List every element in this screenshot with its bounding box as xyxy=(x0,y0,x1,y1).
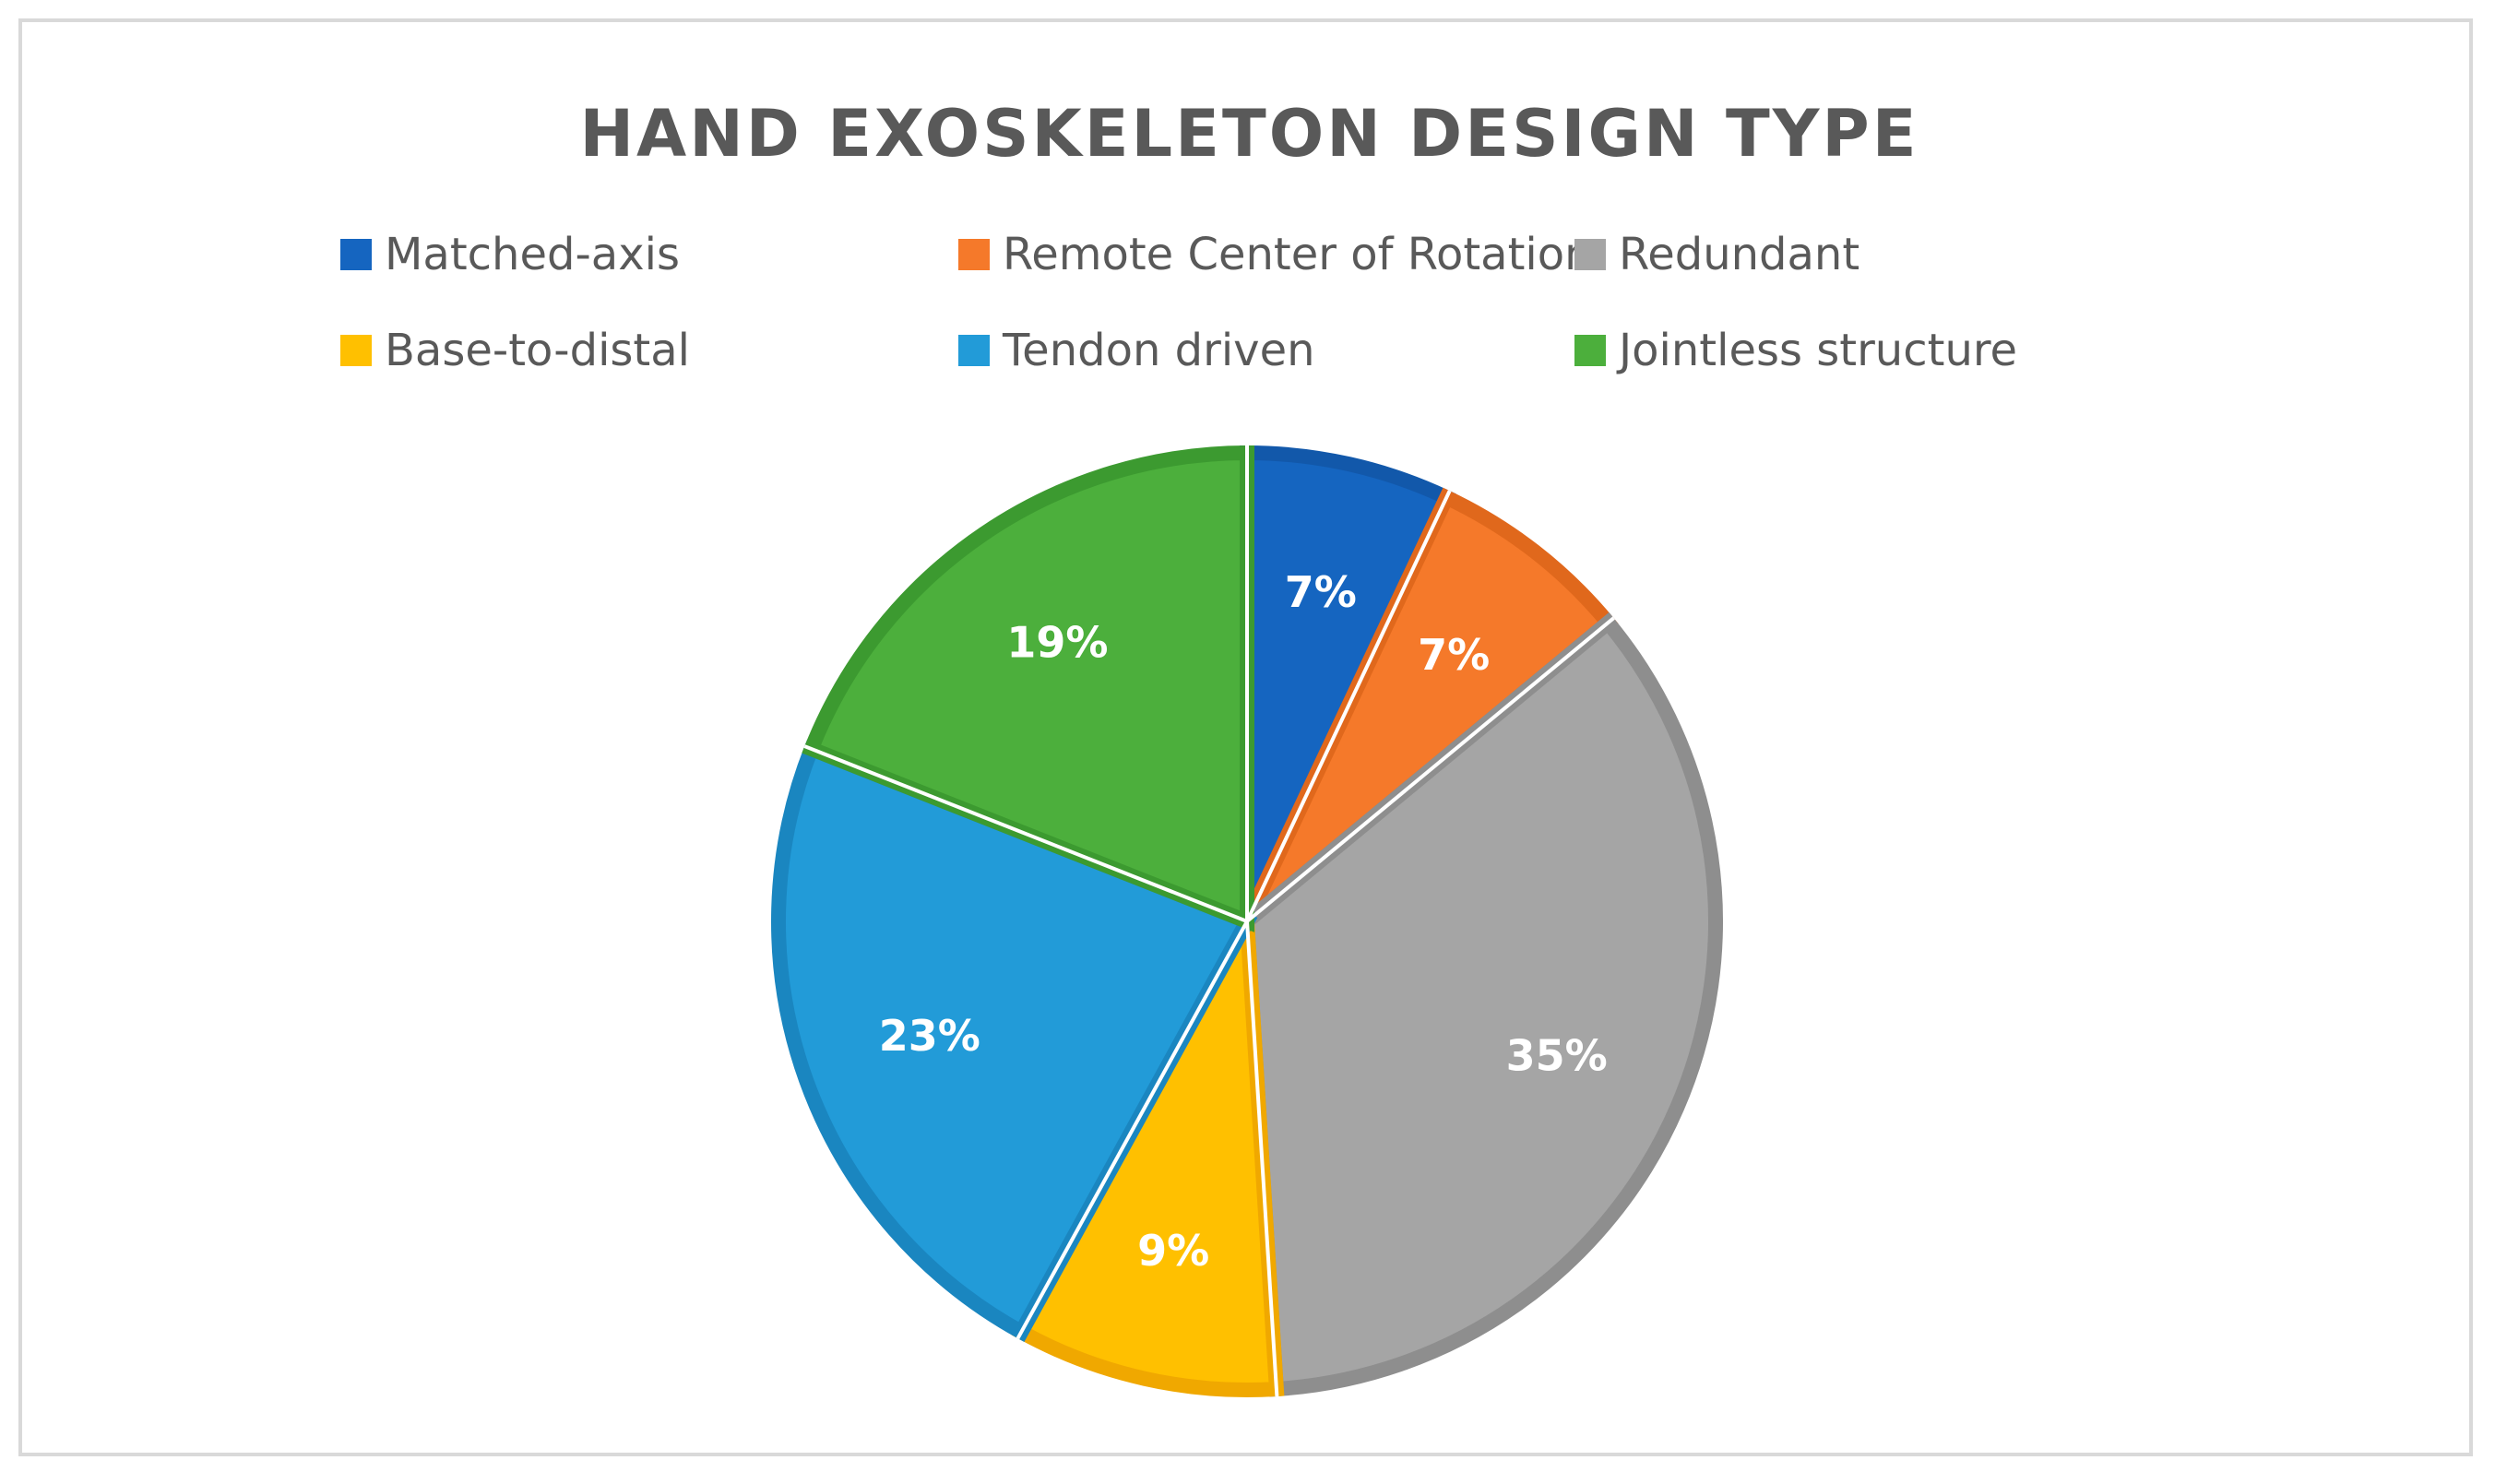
legend-swatch-jointless-structure xyxy=(1574,335,1606,366)
legend-label: Redundant xyxy=(1619,229,1860,280)
legend-swatch-remote-center-of-rotation xyxy=(958,239,990,270)
slice-separator xyxy=(1245,490,1452,922)
slice-data-label-redundant: 35% xyxy=(1506,1030,1608,1080)
slice-data-label-remote-center-of-rotation: 7% xyxy=(1418,630,1490,680)
legend-label: Matched-axis xyxy=(385,229,680,280)
slice-data-label-matched-axis: 7% xyxy=(1285,567,1357,617)
legend-label: Base-to-distal xyxy=(385,325,690,376)
chart-title: HAND EXOSKELETON DESIGN TYPE xyxy=(579,96,1919,172)
legend-label: Tendon driven xyxy=(1003,325,1315,376)
legend-item-jointless-structure: Jointless structure xyxy=(1574,323,2017,378)
pie-slice-tendon-driven xyxy=(771,739,1258,1343)
slice-data-label-tendon-driven: 23% xyxy=(879,1011,980,1061)
slice-separator xyxy=(803,744,1248,923)
legend-swatch-redundant xyxy=(1574,239,1606,270)
legend-label: Remote Center of Rotation xyxy=(1003,229,1593,280)
pie-slice-jointless-structure xyxy=(802,445,1254,932)
slice-data-label-base-to-distal: 9% xyxy=(1137,1226,1209,1276)
legend-item-remote-center-of-rotation: Remote Center of Rotation xyxy=(958,227,1593,282)
slice-data-label-jointless-structure: 19% xyxy=(1006,617,1108,667)
legend-item-matched-axis: Matched-axis xyxy=(340,227,680,282)
slice-separator xyxy=(1016,920,1249,1340)
legend-swatch-matched-axis xyxy=(340,239,372,270)
pie-slice-redundant xyxy=(1239,611,1723,1397)
slice-separator xyxy=(1245,616,1615,923)
pie-slice-base-to-distal xyxy=(1011,896,1285,1397)
legend-label: Jointless structure xyxy=(1619,325,2018,376)
legend-item-base-to-distal: Base-to-distal xyxy=(340,323,690,378)
legend-swatch-base-to-distal xyxy=(340,335,372,366)
legend-item-tendon-driven: Tendon driven xyxy=(958,323,1315,378)
legend: Matched-axis Remote Center of Rotation R… xyxy=(22,22,2469,1453)
pie-slice-remote-center-of-rotation xyxy=(1240,487,1619,928)
slice-separator xyxy=(1245,920,1279,1397)
legend-swatch-tendon-driven xyxy=(958,335,990,366)
legend-item-redundant: Redundant xyxy=(1574,227,1859,282)
